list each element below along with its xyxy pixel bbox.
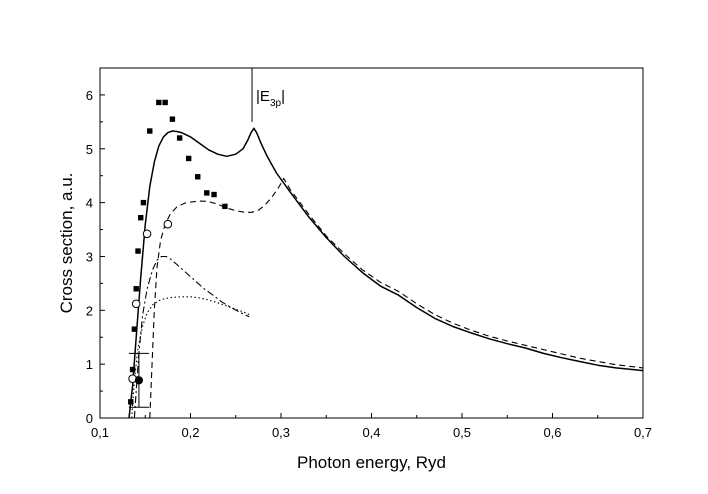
x-tick-label: 0,2	[181, 425, 199, 440]
x-tick-label: 0,4	[362, 425, 380, 440]
data-point-square	[133, 286, 139, 292]
data-point-square	[140, 199, 147, 206]
axes: 0,1 0,2 0,3 0,4 0,5 0,6 0,7 0 1 2 3 4 5 6	[86, 67, 652, 440]
data-point-square	[147, 128, 153, 134]
series-dotted-line	[131, 296, 250, 419]
data-point-square	[138, 214, 144, 221]
y-axis-title: Cross section, a.u.	[57, 173, 76, 314]
x-tick-label: 0,3	[272, 425, 290, 440]
y-tick-label: 5	[86, 142, 93, 157]
series-dashed-line	[149, 177, 644, 419]
x-tick-label: 0,5	[453, 425, 471, 440]
data-point-square	[135, 248, 141, 254]
annotation: |E3p|	[251, 68, 285, 122]
series-dash-dot-line	[133, 255, 250, 419]
x-tick-label: 0,6	[543, 425, 561, 440]
x-axis-title: Photon energy, Ryd	[297, 453, 446, 472]
y-tick-label: 4	[86, 196, 93, 211]
data-point-square	[129, 366, 136, 373]
data-point-square	[185, 155, 192, 162]
plot-lines	[128, 127, 644, 419]
data-point-open-circle	[142, 229, 152, 239]
y-tick-label: 1	[86, 357, 93, 372]
data-point-square	[162, 99, 168, 106]
annotation-label: |E3p|	[256, 88, 285, 109]
data-point-square	[204, 190, 210, 196]
data-point-square	[131, 326, 138, 332]
series-solid-line	[128, 127, 644, 419]
data-point-open-circle	[131, 299, 141, 309]
data-point-square	[169, 116, 176, 122]
data-point-square	[156, 99, 162, 106]
annotation-suffix: |	[281, 88, 285, 105]
x-tick-label: 0,7	[634, 425, 652, 440]
y-tick-label: 0	[86, 411, 93, 426]
data-point-open-circle	[163, 219, 173, 229]
data-point-square	[222, 203, 228, 210]
data-point-square	[211, 191, 217, 198]
data-point-square	[195, 174, 201, 180]
annotation-prefix: |E	[256, 88, 270, 105]
x-tick-label: 0,1	[91, 425, 109, 440]
y-tick-label: 2	[86, 303, 93, 318]
annotation-subscript: 3p	[270, 98, 282, 109]
y-tick-label: 3	[86, 249, 93, 264]
data-point-filled-circle	[134, 376, 144, 385]
plot-markers	[128, 99, 228, 408]
plot-frame	[99, 67, 644, 419]
data-point-square	[128, 399, 134, 405]
y-tick-label: 6	[86, 88, 93, 103]
data-point-square	[176, 135, 183, 141]
